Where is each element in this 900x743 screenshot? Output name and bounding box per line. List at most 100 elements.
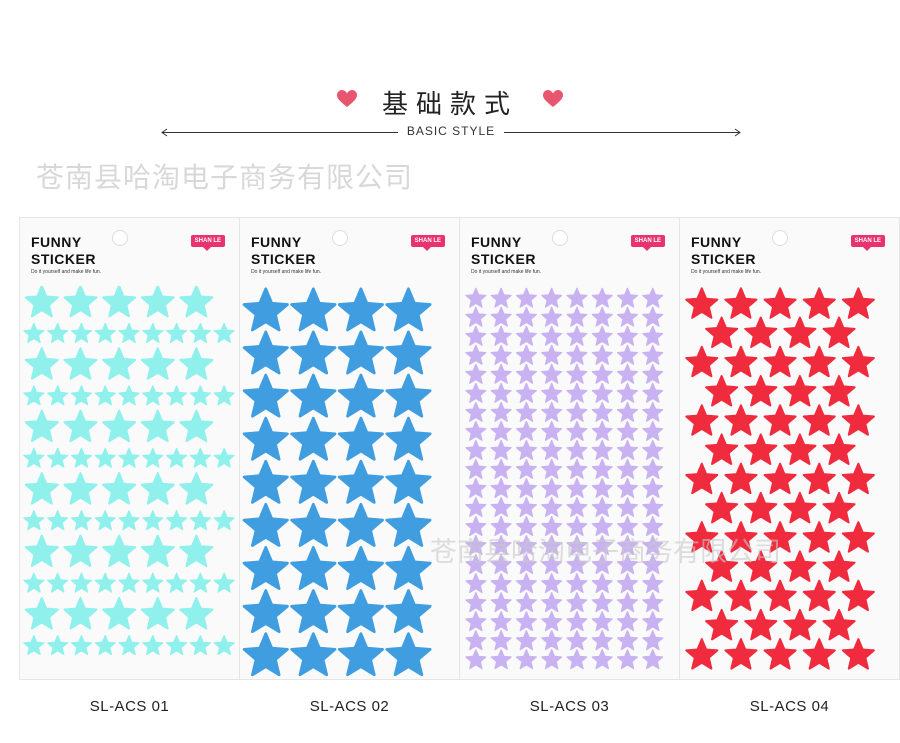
star-sticker [179,472,214,505]
star-sticker [242,459,289,504]
star-sticker [47,572,69,593]
star-sticker [724,404,758,436]
star-sticker [763,345,797,378]
star-sticker [763,462,797,495]
hang-hole [552,230,568,246]
star-sticker [705,433,739,465]
star-sticker [642,439,664,460]
star-sticker [465,306,487,327]
star-sticker [94,447,116,468]
star-sticker [70,634,92,656]
star-sticker [616,363,639,384]
star-sticker [642,344,664,365]
star-sticker [541,592,563,613]
star-sticker [337,416,384,461]
star-sticker [515,344,537,365]
star-sticker [166,572,188,593]
star-sticker [642,592,664,613]
star-sticker [242,330,289,375]
star-sticker [591,287,613,308]
star-sticker [490,630,512,651]
star-sticker [465,344,487,365]
card-header: FUNNY STICKER Do it yourself and make lif… [20,218,239,286]
star-sticker [337,502,384,547]
star-sticker [490,554,512,575]
star-sticker [642,534,664,556]
star-sticker [642,401,664,422]
star-sticker [591,420,613,441]
star-sticker [763,638,797,670]
product-card[interactable]: FUNNY STICKER Do it yourself and make lif… [679,217,900,680]
star-sticker [118,385,140,406]
star-sticker [24,596,59,630]
star-sticker [642,363,664,384]
star-sticker [616,611,639,632]
star-sticker [515,496,537,518]
star-sticker [591,306,613,327]
star-sticker [385,589,432,634]
star-sticker [189,447,211,468]
star-sticker [541,515,563,537]
star-sticker [166,385,188,406]
card-header: FUNNY STICKER Do it yourself and make lif… [460,218,679,286]
product-caption: SL-ACS 02 [309,698,390,715]
star-sticker [23,572,45,593]
star-sticker [385,459,432,504]
star-sticker [490,477,512,498]
star-sticker [102,347,137,380]
star-sticker [465,458,487,479]
star-sticker [385,287,432,332]
star-sticker [47,447,69,468]
star-sticker [490,287,512,308]
star-sticker [642,458,664,479]
heart-icon-left [337,90,357,107]
product-card[interactable]: FUNNY STICKER Do it yourself and make lif… [239,217,460,680]
star-sticker [179,409,214,443]
star-sticker [118,634,140,656]
subtitle-row: BASIC STYLE [160,124,742,140]
star-sticker [515,325,537,346]
star-sticker [465,554,487,575]
star-sticker [166,634,188,656]
star-sticker [465,573,487,594]
star-sticker [490,420,512,441]
star-sticker [841,404,875,436]
star-sticker [744,375,778,407]
star-sticker [179,534,214,568]
star-sticker [118,447,140,468]
star-sticker [70,510,92,531]
brand-badge: SHAN LE [190,235,225,251]
product-card[interactable]: FUNNY STICKER Do it yourself and make lif… [459,217,680,680]
star-sticker [490,363,512,384]
star-sticker [541,420,563,441]
star-sticker [541,344,563,365]
star-sticker [385,546,432,591]
star-sticker [566,439,588,460]
star-sticker [385,330,432,375]
star-sticker [802,462,836,495]
star-sticker [591,554,613,575]
star-sticker [490,515,512,537]
star-sticker [822,316,856,349]
star-sticker [515,534,537,556]
product-card[interactable]: FUNNY STICKER Do it yourself and make lif… [19,217,240,680]
star-sticker [47,634,69,656]
star-sticker [242,287,289,332]
star-sticker-sheet [465,287,664,670]
star-sticker [70,447,92,468]
star-sticker [724,462,758,495]
star-sticker [616,573,639,594]
star-sticker [616,534,639,556]
star-sticker [290,459,337,504]
star-sticker [566,306,588,327]
star-sticker [783,433,817,465]
star-sticker [802,638,836,670]
star-sticker [23,447,45,468]
star-sticker [290,502,337,547]
brand-tagline: Do it yourself and make life fun. [31,269,102,275]
star-sticker [822,608,856,641]
star-sticker [465,325,487,346]
star-sticker [616,630,639,651]
star-sticker [290,546,337,591]
star-sticker [802,287,836,319]
